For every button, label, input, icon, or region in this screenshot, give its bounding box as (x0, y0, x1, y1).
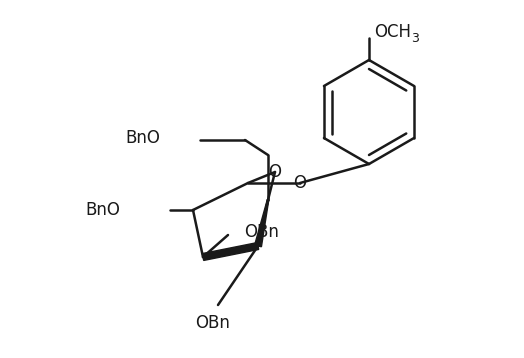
Text: BnO: BnO (125, 129, 160, 147)
Text: BnO: BnO (85, 201, 120, 219)
Text: 3: 3 (411, 32, 419, 44)
Text: O: O (268, 163, 281, 181)
Text: OBn: OBn (195, 314, 231, 332)
Text: O: O (293, 174, 307, 192)
Polygon shape (202, 243, 259, 260)
Text: OBn: OBn (244, 223, 279, 241)
Polygon shape (255, 200, 269, 247)
Text: OCH: OCH (374, 23, 411, 41)
